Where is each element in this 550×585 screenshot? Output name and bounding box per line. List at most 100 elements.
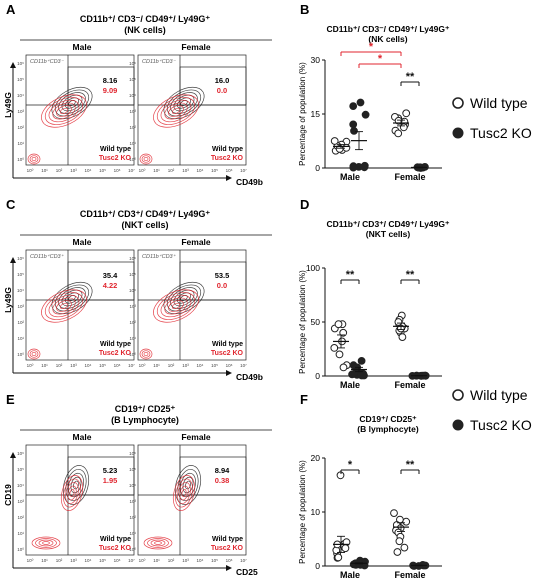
y-tick-label: 10⁵ <box>17 467 24 472</box>
chart-f: F CD19⁺/ CD25⁺(B lymphocyte) 0 10 20 Percenta… <box>298 392 442 580</box>
wt-legend-label: Wild type <box>470 95 528 111</box>
wt-point <box>330 137 339 145</box>
legend-bottom: Wild type Tusc2 KO <box>452 387 532 433</box>
wt-contour <box>54 284 90 312</box>
ko-corner-contour <box>29 350 39 358</box>
ko-contour <box>38 539 54 547</box>
y-tick-label: 10⁰ <box>129 547 136 552</box>
wt-contour <box>54 89 90 117</box>
x-tick-label: 10⁴ <box>197 558 204 563</box>
y-tick-label: 10¹ <box>129 336 136 341</box>
y-axis-label: Ly49G <box>3 287 13 313</box>
wt-point <box>398 333 407 342</box>
ko-contour <box>160 99 192 123</box>
y-tick-label: 100 <box>306 263 320 273</box>
y-tick-label: 10³ <box>129 304 136 309</box>
x-tick-label: 10² <box>168 558 175 563</box>
wt-value: 35.4 <box>103 271 118 280</box>
inline-legend-wt: Wild type <box>212 146 243 153</box>
y-tick-label: 10⁵ <box>129 77 136 82</box>
x-tick-label: 10⁷ <box>128 168 135 173</box>
ko-contour <box>59 302 69 310</box>
ko-contour <box>44 97 84 125</box>
ko-corner-contour <box>141 155 151 163</box>
significance-label: * <box>369 41 374 53</box>
chart-subtitle: (NKT cells) <box>366 229 411 239</box>
y-tick-label: 10³ <box>129 109 136 114</box>
y-tick-label: 10⁰ <box>129 352 136 357</box>
y-tick-label: 10⁶ <box>17 451 24 456</box>
ko-value: 1.95 <box>103 476 118 485</box>
ko-contour <box>171 107 181 115</box>
x-tick-label: 10⁷ <box>240 363 247 368</box>
ko-contour <box>147 538 169 548</box>
ko-point <box>349 163 358 172</box>
x-category-label: Female <box>394 570 425 580</box>
x-tick-label: 10³ <box>70 363 77 368</box>
wt-contour <box>166 284 202 312</box>
ko-point <box>357 371 366 380</box>
ko-point <box>356 98 365 107</box>
y-tick-label: 10⁴ <box>129 93 136 98</box>
inline-legend-ko: Tusc2 KO <box>99 350 132 357</box>
panel-letter: E <box>6 392 15 407</box>
gate-label: CD11b⁺CD3⁻ <box>30 59 65 65</box>
x-tick-label: 10⁵ <box>99 363 106 368</box>
significance-label: ** <box>406 459 415 471</box>
x-tick-label: 10⁴ <box>85 558 92 563</box>
panel-letter: C <box>6 197 16 212</box>
wt-legend-marker <box>452 97 464 109</box>
gate-label: CD11b⁺CD3⁻ <box>142 59 177 65</box>
chart-subtitle: (B lymphocyte) <box>357 424 419 434</box>
y-tick-label: 10³ <box>17 304 24 309</box>
x-tick-label: 10⁵ <box>211 363 218 368</box>
y-tick-label: 10⁶ <box>129 61 136 66</box>
y-tick-label: 10⁰ <box>17 352 24 357</box>
y-tick-label: 10⁴ <box>17 288 24 293</box>
ko-point <box>349 361 358 370</box>
ko-contour <box>164 297 188 315</box>
ko-value: 0.0 <box>217 86 227 95</box>
ko-point <box>349 102 358 110</box>
wt-point <box>394 129 403 138</box>
y-tick-label: 10⁶ <box>129 451 136 456</box>
ko-contour <box>153 94 199 128</box>
x-tick-label: 10³ <box>70 558 77 563</box>
y-axis-label: Percentage of population (%) <box>298 460 307 564</box>
y-tick-label: 30 <box>311 55 321 65</box>
y-tick-label: 10¹ <box>17 531 24 536</box>
x-tick-label: 10⁰ <box>27 558 34 563</box>
ko-contour <box>154 541 162 545</box>
ko-point <box>357 357 366 365</box>
ko-value: 0.38 <box>215 476 230 485</box>
ko-contour <box>164 102 188 120</box>
y-arrowhead <box>10 452 16 458</box>
ko-corner-contour <box>143 156 149 162</box>
panel-letter: A <box>6 2 16 17</box>
chart-title: CD19⁺/ CD25⁺ <box>359 414 417 424</box>
wt-point <box>400 543 409 552</box>
ko-contour <box>35 538 57 548</box>
x-tick-label: 10¹ <box>153 363 160 368</box>
chart-title: CD11b⁺/ CD3⁺/ CD49⁺/ Ly49G⁺ <box>327 219 450 229</box>
x-axis-label: CD49b <box>236 372 263 382</box>
x-tick-label: 10⁰ <box>27 363 34 368</box>
y-tick-label: 50 <box>311 317 321 327</box>
y-tick-label: 10² <box>129 320 136 325</box>
x-tick-label: 10² <box>56 558 63 563</box>
gate-label: CD11b⁺CD3⁺ <box>30 254 65 260</box>
ko-contour <box>168 300 184 312</box>
ko-legend-marker <box>452 419 464 431</box>
group-label-male: Male <box>73 237 92 247</box>
inline-legend-wt: Wild type <box>100 341 131 348</box>
panel-title: CD19⁺/ CD25⁺ <box>115 404 176 414</box>
wt-point <box>402 517 411 526</box>
x-arrowhead <box>226 565 232 571</box>
wt-point <box>330 344 339 352</box>
y-tick-label: 10⁴ <box>17 483 24 488</box>
wt-point <box>390 509 398 517</box>
x-tick-label: 10⁷ <box>128 558 135 563</box>
ko-contour <box>52 102 76 120</box>
ko-value: 4.22 <box>103 281 118 290</box>
y-axis-label: CD19 <box>3 484 13 506</box>
